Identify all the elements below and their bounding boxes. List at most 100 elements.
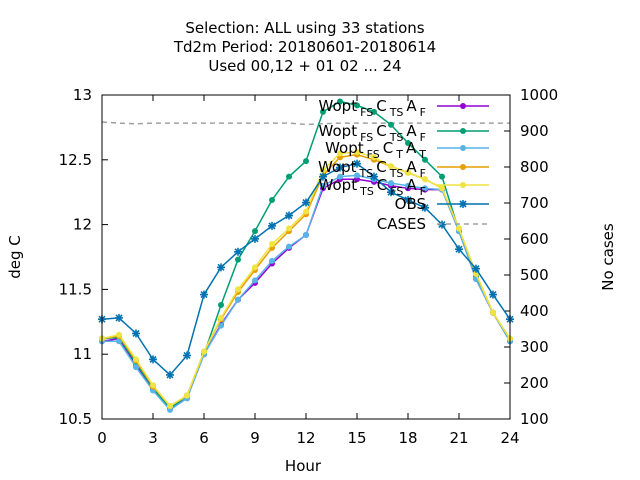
x-tick-label: 0 [97, 429, 107, 447]
legend-end: A [406, 158, 417, 176]
legend-label: Wopt TS C TS A F [318, 158, 426, 180]
cases-line [101, 121, 510, 126]
legend-sub2: TS [389, 106, 404, 119]
data-point-d2 [285, 211, 293, 220]
data-point [320, 167, 326, 174]
x-tick-label: 24 [500, 429, 519, 447]
data-point [116, 331, 122, 338]
data-point-d2 [455, 245, 463, 253]
axis-ticks: 0 3 6 9 12 15 18 21 24 10.5 11 11.5 12 12.5 13 100 200 30… [59, 86, 559, 447]
legend-cases-label: CASES [377, 215, 426, 233]
data-point-d2 [404, 196, 412, 204]
legend-label: Wopt TS C FS A F [319, 176, 426, 198]
data-point-d2 [370, 173, 378, 181]
legend-end: A [406, 176, 417, 194]
legend-label: Wopt FS C TS A F [319, 122, 426, 144]
series-5 [99, 149, 513, 410]
legend-sample [437, 103, 489, 109]
title-line-3: Used 00,12 + 01 02 ... 24 [208, 57, 401, 75]
data-point [303, 231, 309, 238]
x-axis-label: Hour [285, 457, 322, 475]
data-point [269, 241, 275, 248]
y-tick-label: 12 [73, 216, 92, 234]
y2-tick-label: 700 [520, 194, 549, 212]
data-point-d2 [336, 164, 344, 172]
data-point [439, 173, 445, 180]
data-point [422, 176, 428, 183]
data-point [235, 256, 241, 263]
legend-mid: C [376, 122, 386, 140]
legend-label: Wopt FS C T A T [325, 139, 426, 161]
x-tick-label: 9 [250, 429, 260, 447]
x-tick-label: 21 [449, 429, 468, 447]
data-point [405, 169, 411, 176]
data-point-d2 [115, 314, 123, 322]
y2-axis-label: No cases [599, 223, 617, 291]
data-point-d2 [489, 291, 497, 299]
series-line [101, 162, 511, 377]
data-point-d2 [353, 160, 361, 168]
legend-sub1: FS [360, 106, 373, 119]
y-tick-label: 12.5 [59, 151, 92, 169]
x-tick-label: 12 [296, 429, 315, 447]
data-point [235, 286, 241, 293]
data-point [388, 121, 394, 128]
legend-base: Wopt [325, 139, 364, 157]
x-tick-label: 18 [398, 429, 417, 447]
data-point [269, 196, 275, 203]
data-point [405, 139, 411, 146]
data-point-d2 [149, 355, 157, 363]
data-point-d2 [234, 248, 242, 256]
y2-tick-label: 300 [520, 338, 549, 356]
data-point [337, 98, 343, 105]
legend-marker [460, 145, 466, 151]
data-point-d2 [251, 235, 259, 243]
data-point [150, 382, 156, 389]
legend-marker-d2 [459, 200, 467, 208]
y2-tick-label: 100 [520, 410, 549, 428]
legend-sub1: TS [359, 167, 374, 180]
data-point [320, 108, 326, 115]
data-point [354, 102, 360, 109]
legend-base: Wopt [318, 158, 357, 176]
data-point [184, 392, 190, 399]
data-point [473, 270, 479, 277]
data-point [303, 158, 309, 165]
legend-sub1: TS [359, 185, 374, 198]
legend-marker [460, 182, 466, 188]
legend-sample [437, 145, 489, 151]
legend-sub2: FS [390, 185, 403, 198]
legend-base: Wopt [319, 176, 358, 194]
legend-sub3: F [420, 131, 426, 144]
data-point [354, 172, 360, 179]
data-point [252, 277, 258, 284]
legend-label: Wopt FS C TS A F [319, 97, 426, 119]
legend-sample [437, 164, 489, 170]
legend-sample [437, 128, 489, 134]
data-point-d2 [302, 199, 310, 207]
legend-sub1: FS [360, 131, 373, 144]
y-tick-label: 13 [73, 86, 92, 104]
y2-tick-label: 200 [520, 374, 549, 392]
x-tick-label: 6 [199, 429, 209, 447]
data-point [286, 243, 292, 250]
legend-end: A [406, 139, 417, 157]
data-point [388, 163, 394, 170]
y2-tick-label: 900 [520, 122, 549, 140]
data-point [116, 338, 122, 345]
data-point [252, 228, 258, 235]
y2-tick-label: 600 [520, 230, 549, 248]
data-point-d2 [217, 263, 225, 271]
legend-sub1: FS [367, 148, 380, 161]
legend-sub2: TS [389, 131, 404, 144]
legend-sub2: TS [389, 167, 404, 180]
data-point [371, 108, 377, 115]
title-line-1: Selection: ALL using 33 stations [185, 19, 424, 37]
data-point [439, 185, 445, 192]
data-point [422, 156, 428, 163]
data-point-d2 [183, 351, 191, 360]
data-point-d2 [319, 173, 327, 181]
data-point [133, 364, 139, 371]
